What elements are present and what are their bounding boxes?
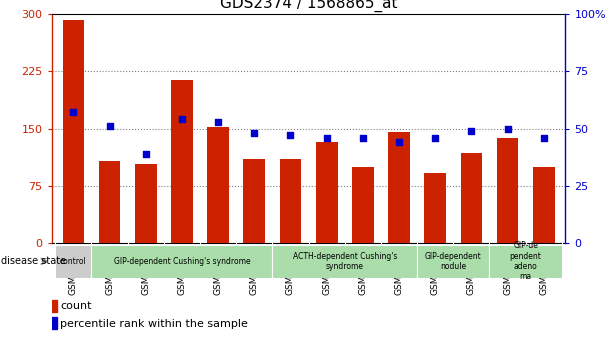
Text: percentile rank within the sample: percentile rank within the sample bbox=[60, 319, 248, 328]
Bar bbox=[316, 141, 337, 243]
Point bbox=[358, 135, 368, 140]
Bar bbox=[207, 127, 229, 243]
Text: count: count bbox=[60, 302, 92, 311]
Text: GIP-dependent Cushing's syndrome: GIP-dependent Cushing's syndrome bbox=[114, 257, 250, 266]
Bar bbox=[171, 80, 193, 243]
Point bbox=[105, 124, 114, 129]
Bar bbox=[63, 20, 85, 243]
Point bbox=[322, 135, 331, 140]
Bar bbox=[52, 300, 57, 312]
Bar bbox=[388, 131, 410, 243]
Point bbox=[430, 135, 440, 140]
FancyBboxPatch shape bbox=[417, 245, 489, 278]
FancyBboxPatch shape bbox=[272, 245, 417, 278]
Point bbox=[539, 135, 548, 140]
Text: disease state: disease state bbox=[1, 256, 66, 266]
Point bbox=[503, 126, 513, 131]
Bar bbox=[352, 167, 374, 243]
Point bbox=[177, 117, 187, 122]
Text: GIP-de
pendent
adeno
ma: GIP-de pendent adeno ma bbox=[510, 241, 542, 282]
Bar bbox=[280, 159, 302, 243]
Bar bbox=[460, 153, 482, 243]
Bar bbox=[533, 167, 554, 243]
FancyBboxPatch shape bbox=[55, 245, 91, 278]
Point bbox=[286, 132, 295, 138]
Bar bbox=[424, 173, 446, 243]
Point bbox=[466, 128, 476, 134]
Bar bbox=[135, 165, 157, 243]
Bar bbox=[98, 161, 120, 243]
Point bbox=[213, 119, 223, 125]
Text: control: control bbox=[60, 257, 87, 266]
Bar bbox=[52, 317, 57, 329]
Point bbox=[394, 139, 404, 145]
Point bbox=[69, 110, 78, 115]
Bar bbox=[243, 159, 265, 243]
FancyBboxPatch shape bbox=[91, 245, 272, 278]
Text: ACTH-dependent Cushing's
syndrome: ACTH-dependent Cushing's syndrome bbox=[292, 252, 397, 271]
FancyBboxPatch shape bbox=[489, 245, 562, 278]
Title: GDS2374 / 1568865_at: GDS2374 / 1568865_at bbox=[220, 0, 397, 12]
Bar bbox=[497, 138, 519, 243]
Point bbox=[249, 130, 259, 136]
Point bbox=[141, 151, 151, 157]
Text: GIP-dependent
nodule: GIP-dependent nodule bbox=[425, 252, 482, 271]
